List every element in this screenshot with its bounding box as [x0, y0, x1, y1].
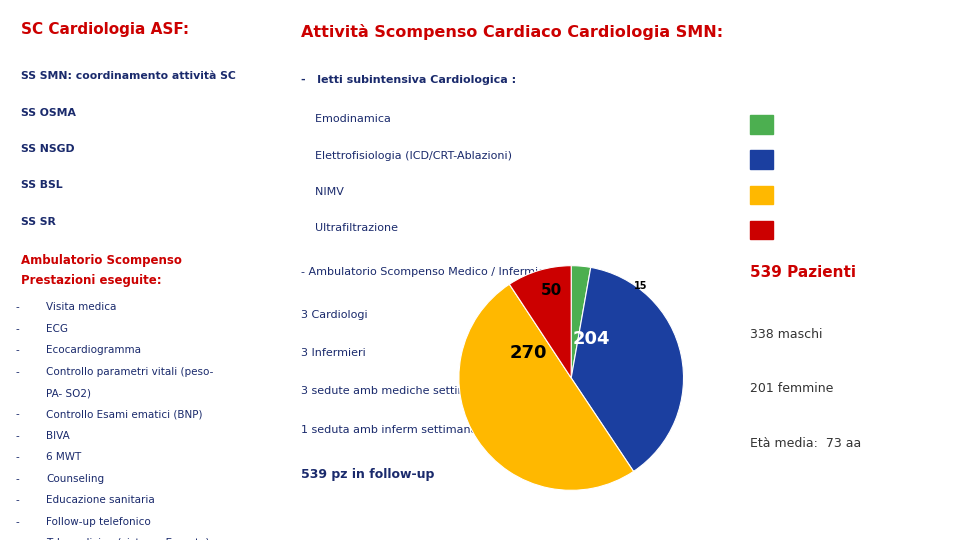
Text: - Ambulatorio Scompenso Medico / Infermieristico:: - Ambulatorio Scompenso Medico / Infermi… — [301, 267, 583, 277]
Text: -: - — [16, 495, 19, 505]
Text: SS NSGD: SS NSGD — [21, 144, 75, 154]
Wedge shape — [510, 266, 571, 378]
Text: -: - — [16, 302, 19, 312]
Text: Classe NYHA II: Classe NYHA II — [783, 154, 863, 165]
Text: SS BSL: SS BSL — [21, 180, 63, 191]
Text: -: - — [16, 453, 19, 462]
Text: BIVA: BIVA — [46, 431, 70, 441]
Wedge shape — [571, 266, 590, 378]
Text: 539 Pazienti: 539 Pazienti — [750, 265, 855, 280]
Text: Emodinamica: Emodinamica — [301, 114, 391, 124]
Text: -   letti subintensiva Cardiologica :: - letti subintensiva Cardiologica : — [301, 75, 516, 85]
Text: 50: 50 — [540, 283, 562, 298]
Text: Classe NYHA III: Classe NYHA III — [783, 190, 867, 200]
Text: 338 maschi: 338 maschi — [750, 327, 823, 341]
Text: Classe NYHA IV: Classe NYHA IV — [783, 225, 868, 235]
Text: Counseling: Counseling — [46, 474, 105, 484]
Text: Controllo parametri vitali (peso-: Controllo parametri vitali (peso- — [46, 367, 214, 376]
Text: -: - — [16, 538, 19, 540]
Text: -: - — [16, 367, 19, 376]
Text: 1 seduta amb inferm settimanale: 1 seduta amb inferm settimanale — [301, 424, 488, 435]
Text: 3 Infermieri: 3 Infermieri — [301, 348, 366, 358]
Text: 3 sedute amb mediche settimanali: 3 sedute amb mediche settimanali — [301, 386, 495, 396]
Text: Controllo Esami ematici (BNP): Controllo Esami ematici (BNP) — [46, 409, 203, 420]
Text: 201 femmine: 201 femmine — [750, 382, 833, 395]
Text: 6 MWT: 6 MWT — [46, 453, 82, 462]
Text: 204: 204 — [573, 330, 611, 348]
Wedge shape — [571, 267, 684, 471]
Text: SC Cardiologia ASF:: SC Cardiologia ASF: — [21, 22, 189, 37]
Text: 15: 15 — [635, 281, 648, 291]
Text: Età media:  73 aa: Età media: 73 aa — [750, 436, 861, 450]
Bar — [750, 221, 773, 239]
Text: Ecocardiogramma: Ecocardiogramma — [46, 345, 141, 355]
Text: -: - — [16, 517, 19, 526]
Text: -: - — [16, 409, 19, 420]
Text: -: - — [16, 431, 19, 441]
Text: SS SR: SS SR — [21, 217, 57, 227]
Text: 539 pz in follow-up: 539 pz in follow-up — [301, 468, 435, 481]
Text: Follow-up telefonico: Follow-up telefonico — [46, 517, 151, 526]
Text: Visita medica: Visita medica — [46, 302, 117, 312]
Text: Prestazioni eseguite:: Prestazioni eseguite: — [21, 274, 162, 287]
Text: -: - — [16, 324, 19, 334]
Text: Ambulatorio Scompenso: Ambulatorio Scompenso — [21, 254, 182, 267]
Text: Telemedicina (sistema Esperto): Telemedicina (sistema Esperto) — [46, 538, 210, 540]
Bar — [750, 116, 773, 133]
Text: -: - — [16, 345, 19, 355]
Text: 270: 270 — [510, 345, 547, 362]
Text: Classe NYHA I: Classe NYHA I — [783, 119, 860, 130]
Text: Ultrafiltrazione: Ultrafiltrazione — [301, 223, 398, 233]
Text: -: - — [16, 474, 19, 484]
Text: Educazione sanitaria: Educazione sanitaria — [46, 495, 155, 505]
Text: NIMV: NIMV — [301, 187, 345, 197]
Text: Elettrofisiologia (ICD/CRT-Ablazioni): Elettrofisiologia (ICD/CRT-Ablazioni) — [301, 151, 513, 160]
Text: ECG: ECG — [46, 324, 68, 334]
Text: 3 Cardiologi: 3 Cardiologi — [301, 309, 368, 320]
Text: PA- SO2): PA- SO2) — [46, 388, 91, 398]
Bar — [750, 186, 773, 204]
Text: Attività Scompenso Cardiaco Cardiologia SMN:: Attività Scompenso Cardiaco Cardiologia … — [301, 24, 724, 40]
Wedge shape — [459, 284, 634, 490]
Bar — [750, 151, 773, 168]
Text: SS OSMA: SS OSMA — [21, 107, 76, 118]
Text: SS SMN: coordinamento attività SC: SS SMN: coordinamento attività SC — [21, 71, 236, 81]
